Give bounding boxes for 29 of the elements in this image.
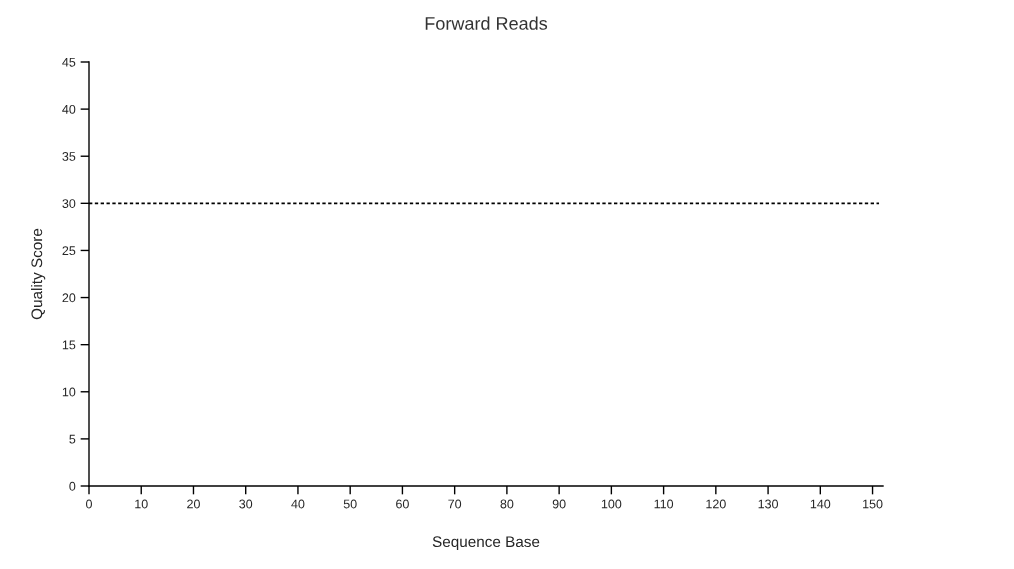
y-tick-label: 45: [62, 57, 76, 67]
x-tick-label: 120: [706, 499, 726, 509]
x-tick-label: 90: [552, 499, 566, 509]
x-tick-label: 110: [654, 499, 674, 509]
y-tick-label: 0: [69, 481, 76, 491]
y-tick-label: 10: [62, 387, 76, 397]
y-tick-label: 30: [62, 199, 76, 208]
y-tick-label: 25: [62, 246, 76, 256]
x-tick-label: 60: [396, 499, 409, 509]
x-tick-label: 130: [758, 499, 779, 509]
x-tick-label: 140: [810, 499, 831, 509]
x-tick-label: 10: [135, 499, 148, 509]
x-tick-label: 40: [291, 499, 305, 509]
y-tick-label: 20: [62, 293, 76, 303]
y-tick-label: 35: [62, 152, 76, 161]
x-tick-label: 100: [601, 499, 622, 509]
x-tick-label: 70: [448, 499, 462, 509]
y-axis-title: Quality Score: [30, 228, 46, 320]
x-tick-label: 50: [343, 499, 357, 509]
x-tick-label: 80: [500, 499, 514, 509]
x-tick-label: 150: [863, 499, 883, 509]
x-tick-label: 20: [187, 499, 200, 509]
chart-title: Forward Reads: [425, 16, 548, 30]
y-tick-label: 5: [69, 434, 76, 444]
y-tick-label: 15: [62, 340, 76, 350]
x-tick-label: 0: [86, 499, 92, 509]
x-axis-title: Sequence Base: [432, 536, 540, 551]
y-tick-label: 40: [62, 104, 76, 114]
x-tick-label: 30: [239, 499, 253, 509]
